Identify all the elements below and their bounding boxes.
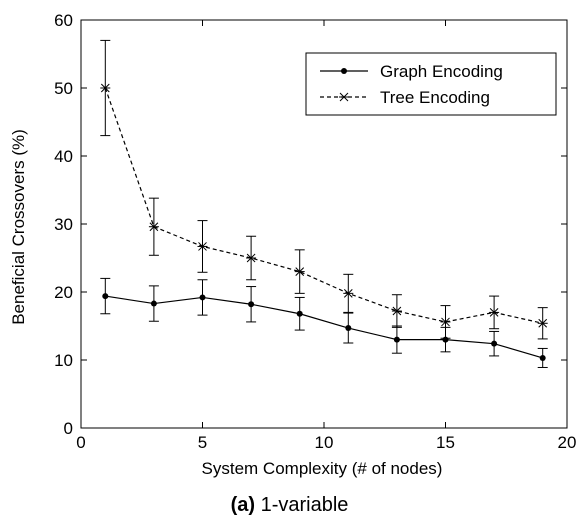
axes: 0 5 10 15 20 0 10 20 30 40 50 60 xyxy=(54,11,576,452)
x-tick-label: 5 xyxy=(198,433,207,452)
data-point xyxy=(440,317,451,327)
data-point xyxy=(393,336,400,343)
legend: Graph Encoding Tree Encoding xyxy=(305,52,557,116)
data-point xyxy=(491,340,498,347)
y-axis-label: Beneficial Crossovers (%) xyxy=(9,129,28,325)
caption-text: 1-variable xyxy=(255,494,349,516)
data-point xyxy=(343,289,354,298)
data-point xyxy=(345,325,352,332)
legend-item-tree-encoding: Tree Encoding xyxy=(320,88,490,107)
y-tick-label: 10 xyxy=(54,351,73,370)
series-line xyxy=(104,87,543,324)
plot-area xyxy=(100,39,548,368)
data-point xyxy=(150,300,157,307)
y-tick-label: 20 xyxy=(54,283,73,302)
data-point xyxy=(246,253,257,263)
x-tick-label: 10 xyxy=(315,433,334,452)
data-point xyxy=(294,267,305,276)
data-point xyxy=(148,222,159,232)
caption-label: (a) xyxy=(230,494,256,516)
figure-caption: (a) 1-variable xyxy=(0,494,579,517)
y-tick-label: 60 xyxy=(54,11,73,30)
legend-box xyxy=(305,52,557,116)
data-point xyxy=(100,83,111,93)
y-tick-label: 30 xyxy=(54,215,73,234)
data-point xyxy=(391,306,402,316)
legend-marker xyxy=(339,92,349,102)
data-point xyxy=(296,310,303,317)
legend-marker xyxy=(341,68,347,74)
data-point xyxy=(102,293,109,300)
x-axis-label: System Complexity (# of nodes) xyxy=(202,459,443,478)
data-point xyxy=(197,242,208,251)
legend-label: Tree Encoding xyxy=(380,88,490,107)
chart: 0 5 10 15 20 0 10 20 30 40 50 60 Graph Encoding Tree… xyxy=(9,11,576,478)
data-point xyxy=(199,294,206,301)
data-point xyxy=(537,318,548,328)
series-line xyxy=(105,295,543,359)
data-point xyxy=(248,301,255,308)
data-point xyxy=(539,354,546,361)
data-point xyxy=(489,308,500,317)
series-tree-encoding xyxy=(100,39,548,340)
y-tick-label: 50 xyxy=(54,79,73,98)
x-tick-label: 20 xyxy=(558,433,577,452)
x-tick-label: 0 xyxy=(76,433,85,452)
x-tick-label: 15 xyxy=(436,433,455,452)
y-tick-label: 0 xyxy=(64,419,73,438)
legend-label: Graph Encoding xyxy=(380,62,503,81)
y-tick-label: 40 xyxy=(54,147,73,166)
series-graph-encoding xyxy=(100,277,548,368)
legend-item-graph-encoding: Graph Encoding xyxy=(320,62,503,81)
